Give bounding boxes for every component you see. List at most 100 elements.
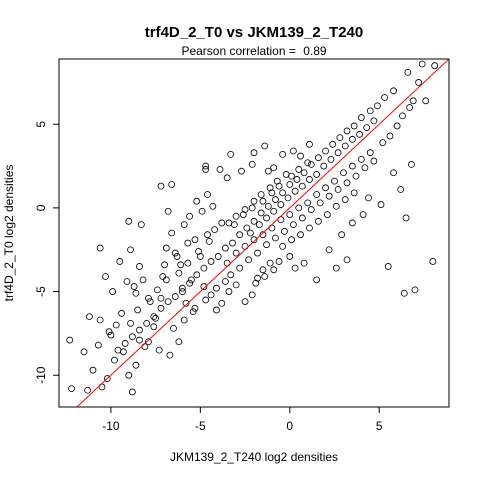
data-point — [250, 217, 258, 225]
data-point — [268, 189, 276, 197]
data-point — [166, 351, 174, 359]
data-point — [94, 341, 102, 349]
data-point — [295, 204, 303, 212]
data-point — [277, 201, 285, 208]
data-point — [143, 319, 151, 327]
data-point — [80, 348, 88, 356]
data-point — [361, 164, 369, 172]
data-point — [214, 253, 222, 260]
data-point — [193, 271, 201, 279]
data-point — [366, 149, 374, 157]
data-point — [213, 306, 220, 314]
data-point — [247, 229, 254, 237]
data-point — [162, 276, 170, 284]
data-point — [374, 102, 381, 110]
data-point — [177, 261, 185, 269]
data-point — [327, 155, 335, 163]
data-point — [96, 244, 104, 252]
data-point — [409, 97, 417, 105]
data-point — [248, 291, 256, 299]
data-point — [270, 164, 278, 172]
data-point — [334, 186, 342, 193]
data-point — [275, 182, 283, 190]
data-point — [390, 169, 397, 177]
data-point — [254, 274, 261, 282]
data-point — [236, 264, 244, 272]
data-point — [250, 236, 258, 244]
data-point — [195, 248, 202, 255]
data-point — [300, 169, 308, 177]
data-point — [146, 298, 154, 305]
data-point — [191, 236, 199, 244]
data-point — [252, 279, 260, 287]
data-point — [250, 149, 258, 157]
y-tick-label: -5 — [34, 286, 48, 297]
data-point — [331, 177, 338, 185]
data-point — [352, 172, 360, 180]
data-point — [227, 150, 235, 158]
data-point — [200, 264, 208, 272]
data-point — [164, 298, 172, 305]
data-point — [202, 162, 210, 170]
data-point — [289, 221, 297, 229]
data-point — [270, 207, 278, 215]
data-point — [306, 176, 313, 183]
data-point — [123, 278, 131, 285]
data-point — [205, 237, 213, 245]
data-point — [332, 264, 340, 272]
data-point — [145, 294, 152, 302]
data-point — [107, 331, 115, 339]
data-point — [127, 246, 134, 254]
data-point — [186, 279, 193, 287]
data-point — [103, 375, 111, 382]
data-point — [221, 244, 229, 252]
data-point — [145, 338, 152, 346]
data-point — [431, 62, 439, 70]
data-point — [241, 206, 249, 213]
data-point — [322, 147, 329, 155]
data-point — [121, 340, 129, 347]
data-point — [105, 328, 113, 336]
data-point — [340, 169, 347, 177]
x-tick-label: -10 — [102, 419, 120, 433]
data-point — [218, 299, 226, 307]
data-point — [200, 283, 208, 290]
data-point — [216, 166, 224, 173]
data-point — [250, 197, 258, 205]
data-point — [157, 304, 165, 312]
data-point — [264, 167, 272, 175]
data-point — [225, 288, 233, 295]
data-point — [386, 132, 394, 140]
data-point — [363, 124, 371, 131]
data-point — [322, 184, 329, 192]
data-point — [68, 385, 75, 392]
data-point — [411, 286, 419, 294]
data-point — [259, 266, 267, 274]
data-point — [193, 197, 201, 205]
data-point — [315, 154, 322, 162]
data-point — [139, 276, 147, 284]
data-point — [273, 177, 281, 185]
data-point — [204, 231, 211, 239]
data-point — [134, 306, 142, 314]
data-point — [157, 182, 165, 190]
data-point — [128, 333, 136, 341]
data-point — [257, 209, 265, 217]
data-point — [109, 288, 117, 295]
data-point — [175, 338, 183, 346]
data-point — [348, 162, 356, 170]
subtitle-label: Pearson correlation = — [181, 44, 299, 58]
data-points — [66, 60, 439, 396]
data-point — [304, 199, 312, 207]
data-point — [211, 226, 219, 234]
data-point — [298, 214, 306, 222]
data-point — [320, 162, 328, 170]
data-point — [239, 211, 247, 218]
data-point — [232, 212, 240, 220]
data-point — [306, 140, 313, 148]
data-point — [120, 348, 127, 356]
data-point — [402, 214, 410, 222]
data-point — [357, 114, 365, 121]
data-point — [218, 219, 226, 227]
y-axis: -10 -5 0 5 — [34, 121, 60, 384]
